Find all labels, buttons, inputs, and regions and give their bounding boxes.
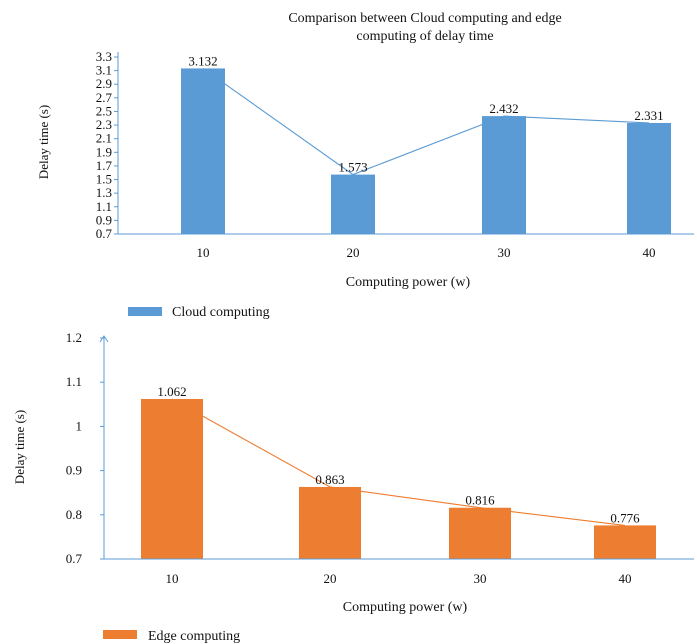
x-tick-label: 20 <box>324 571 337 586</box>
x-tick-label: 20 <box>347 245 360 260</box>
x-tick-label: 10 <box>166 571 179 586</box>
y-tick-label: 1.3 <box>96 185 112 200</box>
y-tick-label: 0.9 <box>96 212 112 227</box>
trend-line <box>202 67 650 176</box>
y-axis-arrow <box>99 335 109 343</box>
y-tick-label: 2.1 <box>96 131 112 146</box>
data-label: 2.331 <box>634 108 663 123</box>
y-tick-label: 2.7 <box>96 90 113 105</box>
edge-chart: Delay time (s) 0.7 0.8 0.9 1 1.1 1.2 1.062 0.8… <box>12 330 694 644</box>
chart-title-line-2: computing of delay time <box>356 29 493 44</box>
data-label: 0.863 <box>315 472 344 487</box>
cloud-chart: Comparison between Cloud computing and e… <box>36 11 694 320</box>
x-tick-label: 30 <box>498 245 511 260</box>
trend-line-path <box>171 398 626 526</box>
bar-series <box>141 398 656 559</box>
y-axis-label: Delay time (s) <box>12 410 27 484</box>
y-tick-label: 0.7 <box>66 551 83 566</box>
y-tick-label: 2.3 <box>96 117 112 132</box>
y-tick-labels: 0.70.91.11.31.51.71.92.12.32.52.72.93.13… <box>96 49 118 241</box>
y-tick-label: 0.7 <box>96 226 113 241</box>
legend-swatch-cloud <box>128 307 162 316</box>
y-tick-labels: 0.7 0.8 0.9 1 1.1 1.2 <box>66 330 104 566</box>
data-label: 1.573 <box>338 160 367 175</box>
y-tick-label: 0.9 <box>66 463 82 478</box>
bar-series <box>181 68 671 234</box>
y-tick-label: 3.3 <box>96 49 112 64</box>
data-labels: 1.062 0.863 0.816 0.776 <box>157 384 640 525</box>
x-tick-label: 10 <box>197 245 210 260</box>
y-tick-label: 1.1 <box>96 199 112 214</box>
bar <box>594 525 656 559</box>
y-tick-label: 3.1 <box>96 63 112 78</box>
bar <box>627 122 671 234</box>
y-tick-label: 1.9 <box>96 144 112 159</box>
bar <box>141 398 203 559</box>
legend-label-edge: Edge computing <box>148 629 240 644</box>
data-label: 0.776 <box>610 510 640 525</box>
y-tick-label: 1.2 <box>66 330 82 345</box>
trend-line <box>171 398 626 526</box>
bar <box>482 116 526 234</box>
legend-label-cloud: Cloud computing <box>172 305 270 320</box>
bar <box>181 68 225 234</box>
y-tick-label: 1.1 <box>66 374 82 389</box>
bar <box>299 486 361 559</box>
y-tick-label: 1.7 <box>96 158 113 173</box>
bar <box>331 174 375 234</box>
data-labels: 3.132 1.573 2.432 2.331 <box>188 53 663 174</box>
x-tick-label: 40 <box>643 245 656 260</box>
x-tick-label: 30 <box>474 571 487 586</box>
x-tick-labels: 10 20 30 40 <box>166 571 632 586</box>
x-tick-labels: 10 20 30 40 <box>197 245 656 260</box>
y-tick-label: 1.5 <box>96 172 112 187</box>
y-tick-label: 2.5 <box>96 103 112 118</box>
trend-line-path <box>202 67 650 176</box>
data-label: 3.132 <box>188 53 217 68</box>
data-label: 0.816 <box>465 493 495 508</box>
x-axis-label: Computing power (w) <box>346 275 471 290</box>
chart-title-line-1: Comparison between Cloud computing and e… <box>288 11 561 26</box>
x-tick-label: 40 <box>619 571 632 586</box>
x-axis-label: Computing power (w) <box>343 600 468 615</box>
data-label: 1.062 <box>157 384 186 399</box>
bar <box>449 507 511 559</box>
y-axis-label: Delay time (s) <box>36 105 51 179</box>
legend-swatch-edge <box>103 630 137 639</box>
data-label: 2.432 <box>489 101 518 116</box>
y-tick-label: 0.8 <box>66 507 82 522</box>
y-tick-label: 1 <box>76 418 83 433</box>
y-tick-label: 2.9 <box>96 76 112 91</box>
